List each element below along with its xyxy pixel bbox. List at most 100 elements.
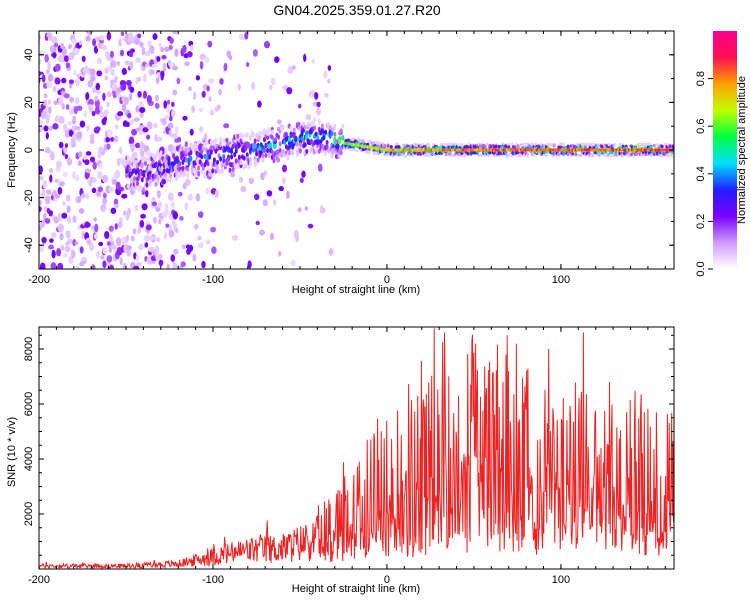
spectrogram-cell (41, 74, 46, 83)
spectrogram-cell (125, 80, 132, 86)
spectrogram-cell (54, 77, 61, 85)
spectrogram-cell (57, 96, 64, 106)
spectrogram-cell (93, 217, 97, 222)
spectrogram-cell (139, 111, 144, 119)
spectrogram-heat-layer (39, 31, 674, 269)
spectrogram-cell (216, 159, 219, 165)
spectrogram-cell (44, 54, 49, 63)
spectrogram-cell (177, 136, 182, 143)
spectrogram-cell (322, 134, 326, 141)
spectrogram-cell (99, 111, 105, 119)
spectrogram-cell (166, 264, 170, 269)
spectrogram-cell (168, 229, 175, 238)
spectrogram-cell (306, 121, 310, 128)
spectrogram-cell (52, 85, 57, 93)
spectrogram-cell (126, 245, 132, 251)
colorbar-gradient (713, 31, 737, 269)
spectrogram-cell (156, 149, 160, 155)
spectrogram-cell (129, 143, 136, 149)
spectrogram-cell (385, 153, 389, 157)
spectrogram-cell (155, 252, 160, 261)
spectrogram-cell (217, 104, 221, 111)
spectrogram-cell (411, 154, 415, 158)
spectrogram-cell (494, 144, 498, 149)
spectrogram-cell (177, 191, 183, 197)
snr-ytick-label: 2000 (23, 502, 35, 526)
spectrogram-cell (457, 143, 461, 147)
spectrogram-cell (48, 244, 55, 250)
spectrogram-cell (339, 149, 343, 156)
spectrogram-cell (532, 153, 536, 158)
spectrogram-cell (618, 142, 622, 147)
spectrogram-cell (154, 133, 159, 143)
spectrogram-cell (120, 31, 125, 37)
spectrogram-cell (103, 109, 109, 117)
spectrogram-cell (253, 138, 257, 144)
spectrogram-cell (70, 38, 78, 44)
spectrogram-cell (166, 105, 170, 114)
spectrogram-cell (302, 138, 306, 144)
spectrogram-cell (99, 34, 105, 41)
spectrogram-cell (237, 154, 241, 160)
spectrogram-cell (161, 178, 167, 185)
spectrogram-cell (76, 195, 82, 203)
spectrogram-cell (77, 151, 83, 158)
spectrogram-cell (65, 230, 71, 239)
spectrogram-cell (144, 160, 147, 167)
spectrogram-cell (168, 44, 173, 51)
spectrogram-cell (128, 136, 135, 146)
spectrogram-cell (262, 199, 269, 207)
spectrogram-cell (522, 142, 526, 146)
spectrogram-cell (75, 79, 80, 87)
spectrogram-cell (92, 161, 97, 170)
spectrogram-cell (303, 124, 307, 130)
spectrogram-cell (671, 145, 674, 149)
spectrogram-cell (403, 154, 407, 158)
spectrogram-cell (88, 103, 93, 113)
spectrogram-cell (39, 58, 42, 65)
spectrogram-cell (99, 162, 103, 170)
spectrogram-cell (60, 56, 64, 62)
spectrogram-cell (272, 158, 276, 164)
spectrogram-cell (219, 136, 223, 142)
spectrogram-cell (200, 154, 204, 160)
spectrogram-xlabel: Height of straight line (km) (292, 284, 420, 296)
spectrogram-cell (245, 132, 249, 138)
spectrogram-cell (327, 78, 331, 84)
spectrogram-cell (338, 139, 342, 145)
spectrogram-cell (139, 41, 144, 48)
spectrogram-cell (206, 85, 210, 92)
spectrogram-cell (519, 143, 523, 147)
snr-ytick-label: 8000 (23, 337, 35, 361)
spectrogram-cell (201, 90, 206, 98)
spectrogram-cell (255, 220, 260, 226)
spectrogram-cell (61, 212, 68, 219)
spectrogram-cell (74, 240, 79, 246)
spectrogram-cell (218, 88, 222, 96)
spectrogram-cell (125, 121, 130, 127)
spectrogram-cell (101, 174, 109, 183)
spectrogram-cell (152, 33, 158, 41)
spectrogram-cell (259, 229, 265, 236)
spectrogram-cell (60, 244, 65, 252)
spectrogram-cell (89, 243, 95, 252)
spectrogram-cell (90, 75, 96, 82)
spectrogram-cell (101, 44, 108, 51)
spectrogram-cell (222, 158, 226, 164)
spectrogram-cell (248, 177, 255, 185)
colorbar-label: Normalized spectral amplitude (736, 76, 748, 224)
spectrogram-cell (552, 144, 556, 148)
spectrogram-cell (160, 46, 165, 53)
spectrogram-cell (668, 144, 672, 149)
spectrogram-cell (579, 153, 583, 157)
spectrogram-cell (119, 49, 125, 57)
spectrogram-cell (507, 153, 511, 158)
spectrogram-cell (187, 160, 191, 166)
spectrogram-cell (50, 232, 57, 238)
spectrogram-cell (39, 165, 43, 174)
spectrogram-cell (374, 151, 378, 156)
spectrogram-cell (102, 260, 107, 269)
spectrogram-cell (133, 117, 140, 122)
spectrogram-cell (649, 145, 653, 150)
spectrogram-cell (146, 94, 152, 104)
